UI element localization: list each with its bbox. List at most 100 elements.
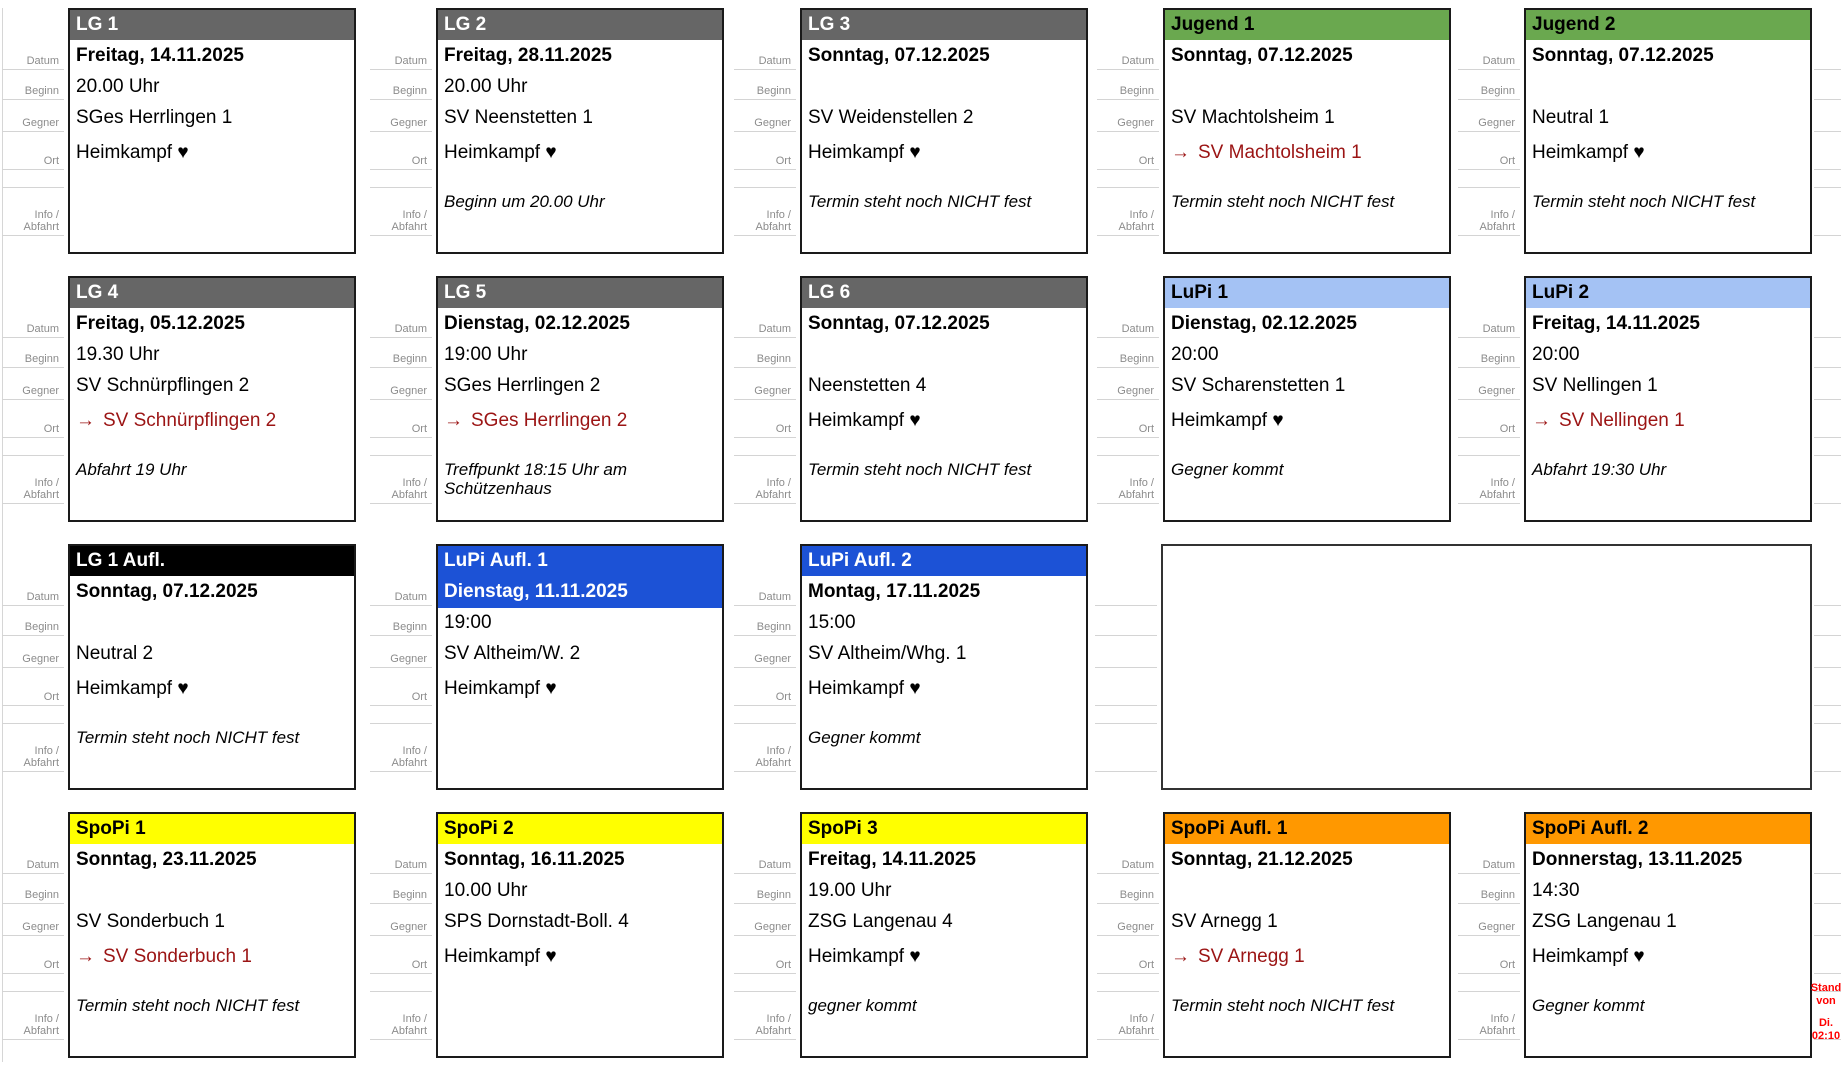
match-card: LG 1 Aufl. Sonntag, 07.12.2025 Neutral 2… xyxy=(68,544,356,790)
card-title: LG 1 Aufl. xyxy=(70,546,354,576)
info-value: Termin steht noch NICHT fest xyxy=(808,460,1032,479)
row-spacer xyxy=(802,708,1086,726)
field-label-gegner: Gegner xyxy=(370,368,432,400)
field-label-ort: Ort xyxy=(1458,400,1520,438)
field-label-gegner: Gegner xyxy=(370,636,432,668)
match-card-unit-lupi2: Datum Beginn Gegner Ort Info / Abfahrt L… xyxy=(1458,276,1814,526)
field-label-spacer xyxy=(370,974,432,992)
card-title: SpoPi 1 xyxy=(70,814,354,844)
tick xyxy=(1095,574,1157,606)
tick xyxy=(1814,188,1841,236)
field-label-beginn: Beginn xyxy=(1458,874,1520,904)
field-labels: Datum Beginn Gegner Ort Info / Abfahrt xyxy=(2,306,64,504)
stand-time: Di. 02:10 xyxy=(1811,1017,1841,1042)
field-label-gegner: Gegner xyxy=(2,368,64,400)
ort-text: Heimkampf ♥ xyxy=(76,678,189,699)
ort-text: Heimkampf ♥ xyxy=(808,410,921,431)
info-value: Termin steht noch NICHT fest xyxy=(1532,192,1756,211)
ort-text: Heimkampf ♥ xyxy=(444,142,557,163)
match-card: LG 2 Freitag, 28.11.2025 20.00 Uhr SV Ne… xyxy=(436,8,724,254)
beginn-value: 19.00 Uhr xyxy=(808,880,892,901)
info-value: Treffpunkt 18:15 Uhr am Schützenhaus xyxy=(444,460,627,498)
field-label-beginn: Beginn xyxy=(1458,338,1520,368)
field-label-spacer xyxy=(370,170,432,188)
tick xyxy=(1814,70,1841,100)
gegner-value: Neutral 1 xyxy=(1532,107,1610,128)
datum-value: Dienstag, 02.12.2025 xyxy=(1171,313,1357,334)
info-value: Gegner kommt xyxy=(808,728,921,747)
field-label-beginn: Beginn xyxy=(734,338,796,368)
beginn-value: 20:00 xyxy=(1171,344,1219,365)
field-label-info: Info / Abfahrt xyxy=(2,456,64,504)
field-label-spacer xyxy=(1458,974,1520,992)
field-label-spacer xyxy=(1458,170,1520,188)
field-label-datum: Datum xyxy=(734,842,796,874)
field-label-beginn: Beginn xyxy=(2,70,64,100)
ort-text: Heimkampf ♥ xyxy=(808,678,921,699)
field-labels: Datum Beginn Gegner Ort Info / Abfahrt xyxy=(2,38,64,236)
datum-value: Montag, 17.11.2025 xyxy=(808,581,981,602)
match-card-unit-lg5: Datum Beginn Gegner Ort Info / Abfahrt L… xyxy=(370,276,726,526)
field-labels: Datum Beginn Gegner Ort Info / Abfahrt xyxy=(2,574,64,772)
info-value: Termin steht noch NICHT fest xyxy=(1171,996,1395,1015)
field-label-beginn: Beginn xyxy=(2,606,64,636)
tick xyxy=(1814,368,1841,400)
tick xyxy=(1095,636,1157,668)
field-label-spacer xyxy=(734,170,796,188)
match-card: SpoPi Aufl. 1 Sonntag, 21.12.2025 SV Arn… xyxy=(1163,812,1451,1058)
field-labels: Datum Beginn Gegner Ort Info / Abfahrt xyxy=(734,306,796,504)
field-label-datum: Datum xyxy=(1097,38,1159,70)
field-labels: Datum Beginn Gegner Ort Info / Abfahrt xyxy=(370,842,432,1040)
ort-text: Heimkampf ♥ xyxy=(808,946,921,967)
right-edge-ticks xyxy=(1814,842,1841,1040)
field-label-ort: Ort xyxy=(1458,936,1520,974)
right-edge-ticks xyxy=(1814,306,1841,504)
card-title: LG 4 xyxy=(70,278,354,308)
field-label-ort: Ort xyxy=(1097,400,1159,438)
beginn-value: 20.00 Uhr xyxy=(76,76,160,97)
field-label-datum: Datum xyxy=(370,38,432,70)
right-edge-ticks xyxy=(1814,574,1841,772)
row-spacer xyxy=(70,708,354,726)
field-label-info: Info / Abfahrt xyxy=(2,724,64,772)
beginn-value xyxy=(1165,876,1449,906)
table-left-border xyxy=(2,8,3,1062)
info-value xyxy=(438,726,722,774)
field-labels: Datum Beginn Gegner Ort Info / Abfahrt xyxy=(734,842,796,1040)
field-label-ort: Ort xyxy=(2,400,64,438)
row-spacer xyxy=(1526,440,1810,458)
field-label-ort: Ort xyxy=(370,668,432,706)
gegner-value: ZSG Langenau 4 xyxy=(808,911,953,932)
ort-text: SV Machtolsheim 1 xyxy=(1198,142,1362,163)
tick xyxy=(1814,100,1841,132)
ort-value: Heimkampf ♥ xyxy=(1165,402,1449,440)
info-value: Termin steht noch NICHT fest xyxy=(808,192,1032,211)
field-label-gegner: Gegner xyxy=(734,100,796,132)
ort-value: → SV Machtolsheim 1 xyxy=(1165,134,1449,172)
field-label-info: Info / Abfahrt xyxy=(734,456,796,504)
tick xyxy=(1095,706,1157,724)
empty-schedule-slot xyxy=(1161,544,1812,790)
row-spacer xyxy=(1165,440,1449,458)
card-title: LuPi Aufl. 1 xyxy=(438,546,722,576)
row-spacer xyxy=(70,440,354,458)
field-label-info: Info / Abfahrt xyxy=(1458,456,1520,504)
ort-text: Heimkampf ♥ xyxy=(444,678,557,699)
tick xyxy=(1814,170,1841,188)
match-card-unit-spopi1: Datum Beginn Gegner Ort Info / Abfahrt S… xyxy=(2,812,358,1062)
field-label-beginn: Beginn xyxy=(2,874,64,904)
field-label-info: Info / Abfahrt xyxy=(2,992,64,1040)
field-label-beginn: Beginn xyxy=(370,338,432,368)
field-label-beginn: Beginn xyxy=(734,70,796,100)
tick xyxy=(1814,438,1841,456)
field-label-info: Info / Abfahrt xyxy=(1097,188,1159,236)
datum-value: Sonntag, 21.12.2025 xyxy=(1171,849,1353,870)
field-label-info: Info / Abfahrt xyxy=(370,724,432,772)
datum-value: Sonntag, 16.11.2025 xyxy=(444,849,625,870)
field-label-beginn: Beginn xyxy=(734,606,796,636)
datum-value: Dienstag, 02.12.2025 xyxy=(444,313,630,334)
field-label-gegner: Gegner xyxy=(2,904,64,936)
field-label-beginn: Beginn xyxy=(734,874,796,904)
beginn-value: 19.30 Uhr xyxy=(76,344,160,365)
